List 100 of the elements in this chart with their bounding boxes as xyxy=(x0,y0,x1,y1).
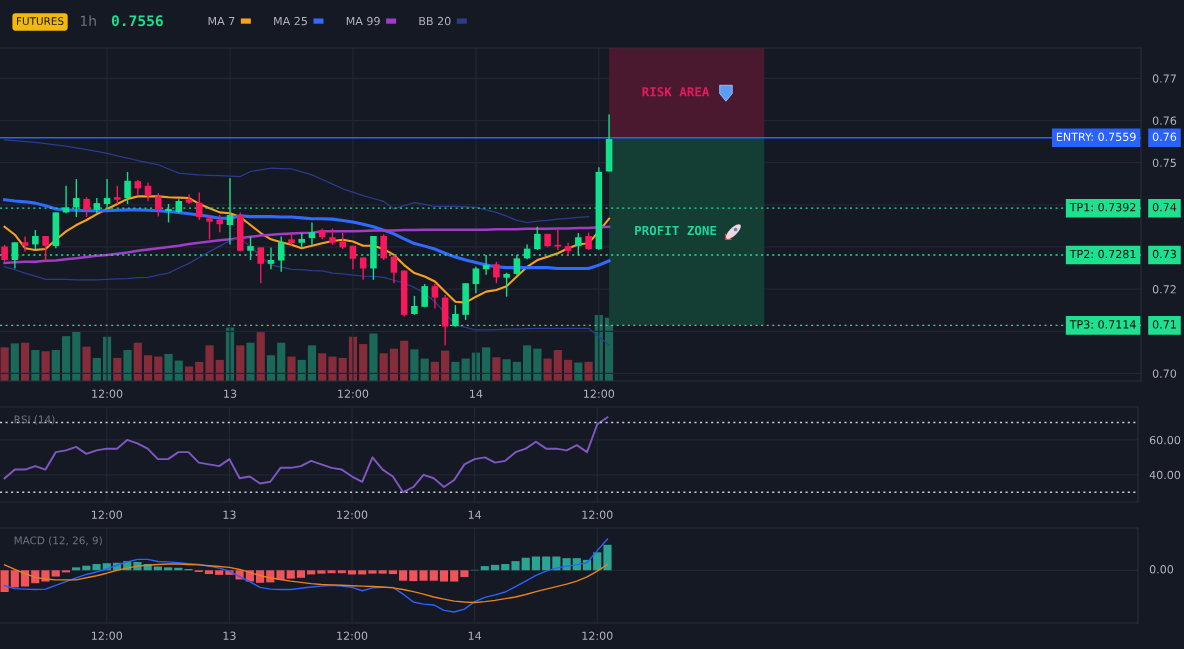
bar xyxy=(399,570,408,581)
bar xyxy=(593,552,602,571)
bar xyxy=(82,346,91,381)
bar xyxy=(379,353,388,381)
legend-label: BB 20 xyxy=(419,16,451,26)
bar xyxy=(204,570,214,575)
bar xyxy=(61,570,70,573)
bar xyxy=(123,349,132,381)
bar xyxy=(501,564,510,571)
bar xyxy=(236,345,245,381)
line-series xyxy=(3,416,609,494)
candlestick xyxy=(308,221,316,246)
bar xyxy=(439,570,449,582)
candlestick xyxy=(277,235,285,273)
x-tick-label: 13 xyxy=(223,510,236,519)
candlestick xyxy=(359,256,367,281)
x-tick-label: 14 xyxy=(470,389,483,398)
bar xyxy=(441,350,450,381)
bar xyxy=(51,349,60,381)
candlestick xyxy=(380,233,387,261)
candlestick xyxy=(206,214,213,241)
bar xyxy=(0,570,9,592)
bar xyxy=(521,557,530,571)
bar xyxy=(553,349,562,381)
chart-title: MACD (12, 26, 9) xyxy=(14,536,102,546)
bar xyxy=(429,570,438,581)
line-series xyxy=(3,225,611,265)
bar xyxy=(369,333,378,381)
candlestick xyxy=(144,181,152,202)
candlestick xyxy=(472,266,480,295)
bar xyxy=(31,349,40,381)
candlestick xyxy=(83,196,90,218)
ref-line-label: TP3: 0.7114 xyxy=(1069,320,1136,329)
candlestick xyxy=(42,235,49,262)
bar xyxy=(511,561,520,571)
candlestick xyxy=(421,283,428,308)
bar xyxy=(378,570,387,574)
bar xyxy=(531,556,541,571)
bar xyxy=(266,355,276,381)
bar xyxy=(419,570,428,581)
x-tick-label: 13 xyxy=(224,389,237,398)
candlestick xyxy=(185,193,193,205)
text: 1h xyxy=(80,15,96,26)
bar xyxy=(584,361,593,381)
x-tick-label: 12:00 xyxy=(582,631,613,640)
bar xyxy=(317,570,326,574)
candlestick xyxy=(155,192,162,218)
ref-line-label: TP2: 0.7281 xyxy=(1069,249,1136,259)
bar xyxy=(523,345,532,381)
ref-line-label: TP1: 0.7392 xyxy=(1069,203,1136,212)
candlestick xyxy=(411,295,418,316)
x-tick-label: 12:00 xyxy=(92,389,123,398)
legend-label: MA 25 xyxy=(274,16,307,26)
bar xyxy=(358,570,367,575)
text: RISK AREA xyxy=(642,87,710,97)
bar xyxy=(337,570,346,574)
candlestick xyxy=(257,246,265,284)
candlestick xyxy=(195,191,203,221)
x-tick-label: 12:00 xyxy=(584,389,615,398)
y-tick-label: 0.70 xyxy=(1152,369,1177,378)
bar xyxy=(307,345,317,381)
bar xyxy=(410,349,419,381)
y-tick-label: 0.72 xyxy=(1152,285,1176,294)
bar xyxy=(164,567,173,571)
bar xyxy=(287,356,296,381)
bar xyxy=(205,345,214,381)
bar xyxy=(10,343,19,381)
bar xyxy=(296,570,306,578)
candlestick xyxy=(554,229,562,251)
x-tick-label: 12:00 xyxy=(582,510,613,519)
bar xyxy=(490,564,500,571)
y-tick-label: 0.77 xyxy=(1152,74,1176,83)
candlestick xyxy=(21,235,29,253)
text: RSI (14) xyxy=(14,415,55,425)
bar xyxy=(400,340,409,381)
legend-label: MA 7 xyxy=(208,16,235,26)
bar xyxy=(72,567,81,571)
bar xyxy=(256,332,265,381)
y-tick-label: 40.00 xyxy=(1149,470,1181,480)
text: 0.7556 xyxy=(111,15,163,27)
bar xyxy=(72,331,81,381)
candlestick xyxy=(503,271,510,298)
x-tick-label: 12:00 xyxy=(337,631,368,640)
candlestick xyxy=(493,261,500,284)
bar xyxy=(41,351,50,381)
candlestick xyxy=(390,254,398,284)
legend-label: MA 99 xyxy=(346,16,380,26)
bar xyxy=(603,544,612,571)
bar xyxy=(215,570,224,575)
bar xyxy=(389,348,399,381)
text: 0.74 xyxy=(1152,203,1177,212)
bar xyxy=(10,570,19,588)
x-tick-label: 12:00 xyxy=(338,389,369,398)
bar xyxy=(92,564,101,571)
bar xyxy=(450,570,459,582)
bar xyxy=(328,356,337,381)
x-tick-label: 12:00 xyxy=(91,631,123,640)
y-tick-label: 0.76 xyxy=(1152,116,1177,125)
line-series xyxy=(3,139,590,224)
bar xyxy=(0,347,9,381)
